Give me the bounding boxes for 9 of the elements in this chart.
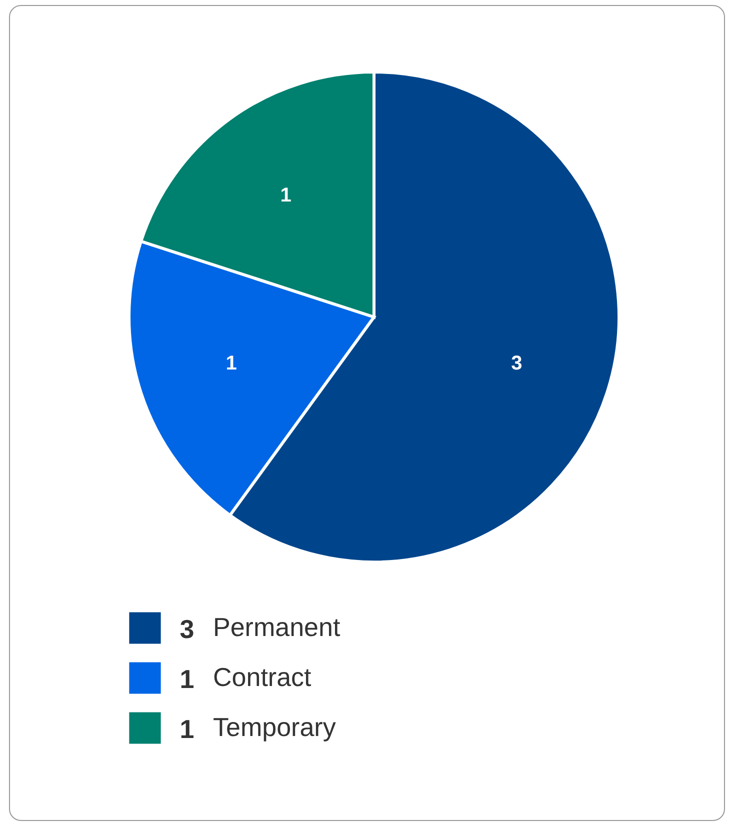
text: 3 — [180, 614, 194, 644]
text: 1 — [180, 714, 194, 744]
data-label: 1 — [226, 352, 237, 374]
text: 1 — [180, 664, 194, 694]
data-label: 3 — [511, 352, 522, 374]
data-label: 1 — [280, 184, 292, 207]
legend-label: Permanent — [213, 612, 341, 642]
legend-label: Temporary — [213, 712, 336, 742]
legend-label: Contract — [213, 662, 312, 692]
